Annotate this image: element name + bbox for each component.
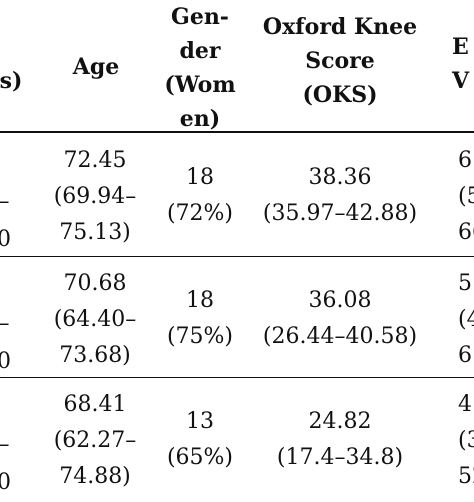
row-gender: 18 (75%) [150,283,250,355]
header-oks-line-3: (OKS) [302,82,378,108]
row-col4-line-3: 61 [458,343,474,368]
row-age: 68.41 (62.27– 74.88) [40,387,150,495]
row-age-range-start: (69.94– [53,184,137,209]
row-col4: 5 (48 61 [458,266,474,374]
row-col0-line-2: 0 [0,470,11,495]
header-col4: E V [452,30,474,98]
row-age: 70.68 (64.40– 73.68) [40,266,150,374]
row-col4-line-1: 5 [458,271,472,296]
header-col0-tail: s) [0,68,23,94]
row-gender-count: 18 [186,288,214,313]
row-col4-line-3: 52 [458,464,474,489]
row-col0-tail: – 0 [0,183,14,259]
row-col4-line-1: 4 [458,392,472,417]
header-age: Age [72,54,120,80]
row-col4-line-2: (36 [458,428,474,453]
row-col4-line-2: (5 [458,184,474,209]
row-gender-percent: (75%) [166,324,234,349]
row-gender-count: 13 [186,409,214,434]
row-col0-line-1: – [0,426,14,464]
row-gender: 18 (72%) [150,160,250,232]
row-age-range-end: 74.88) [59,464,131,489]
row-rule [0,256,474,257]
header-col4-line-1: E [452,34,469,60]
row-col0-line-2: 0 [0,227,11,252]
row-age-range-end: 75.13) [59,220,131,245]
row-age-value: 72.45 [63,148,127,173]
row-col4-line-2: (48 [458,307,474,332]
row-age-value: 68.41 [63,392,127,417]
row-oks-value: 24.82 [308,409,372,434]
row-col4: 6 (5 66 [458,143,474,251]
row-gender-percent: (65%) [166,445,234,470]
row-col0-line-2: 0 [0,349,11,374]
header-oks-line-1: Oxford Knee [262,14,418,40]
row-col0-tail: – 0 [0,305,14,381]
row-oks-range: (35.97–42.88) [262,201,418,226]
header-gender-line-4: en) [179,106,221,132]
header-gender-line-3: (Wom [164,72,236,98]
row-rule [0,377,474,378]
row-oks-range: (17.4–34.8) [276,445,404,470]
row-age-range-end: 73.68) [59,343,131,368]
row-oks: 24.82 (17.4–34.8) [250,404,430,476]
row-oks-value: 36.08 [308,288,372,313]
row-age-range-start: (64.40– [53,307,137,332]
row-age-value: 70.68 [63,271,127,296]
row-oks-value: 38.36 [308,165,372,190]
header-gender: Gen- der (Wom en) [150,0,250,136]
header-gender-line-1: Gen- [171,4,229,30]
header-rule [0,131,474,133]
row-age-range-start: (62.27– [53,428,137,453]
header-col4-line-2: V [452,68,470,94]
row-oks-range: (26.44–40.58) [262,324,418,349]
row-col4-line-3: 66 [458,220,474,245]
row-gender-percent: (72%) [166,201,234,226]
header-gender-line-2: der [179,38,221,64]
row-gender-count: 18 [186,165,214,190]
row-col0-line-1: – [0,305,14,343]
row-oks: 38.36 (35.97–42.88) [250,160,430,232]
row-col0-tail: – 0 [0,426,14,502]
row-gender: 13 (65%) [150,404,250,476]
row-col0-line-1: – [0,183,14,221]
row-age: 72.45 (69.94– 75.13) [40,143,150,251]
row-col4-line-1: 6 [458,148,472,173]
row-col4: 4 (36 52 [458,387,474,495]
header-oks: Oxford Knee Score (OKS) [250,10,430,112]
header-oks-line-2: Score [305,48,375,74]
row-oks: 36.08 (26.44–40.58) [250,283,430,355]
